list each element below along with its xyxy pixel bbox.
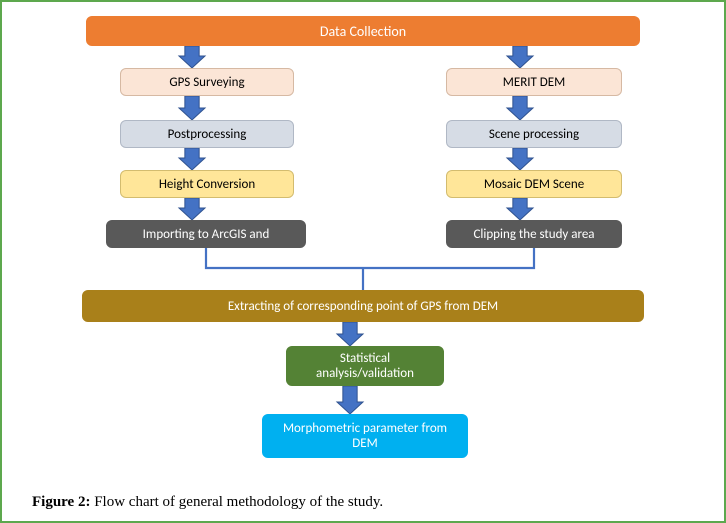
arrow-down-3 bbox=[507, 96, 533, 120]
flow-node-n0: Data Collection bbox=[86, 16, 640, 46]
flow-node-n8: Clipping the study area bbox=[446, 220, 622, 248]
flow-node-n11: Morphometric parameter from DEM bbox=[262, 414, 468, 458]
arrow-down-8 bbox=[337, 322, 363, 346]
flowchart-container: Data Collection GPS Surveying MERIT DEM Pos… bbox=[0, 0, 726, 523]
arrow-down-2 bbox=[179, 96, 205, 120]
flow-node-n2: MERIT DEM bbox=[446, 68, 622, 96]
caption-text: Flow chart of general methodology of the… bbox=[90, 494, 383, 510]
flow-node-n10: Statistical analysis/validation bbox=[286, 346, 444, 386]
flow-node-n9: Extracting of corresponding point of GPS… bbox=[82, 290, 644, 322]
flow-node-n6: Mosaic DEM Scene bbox=[446, 170, 622, 198]
arrow-down-0 bbox=[179, 46, 205, 68]
arrow-down-4 bbox=[179, 148, 205, 170]
flow-node-n1: GPS Surveying bbox=[120, 68, 294, 96]
arrow-down-9 bbox=[337, 386, 363, 414]
flow-node-n3: Postprocessing bbox=[120, 120, 294, 148]
flow-node-n5: Height Conversion bbox=[120, 170, 294, 198]
flow-node-n4: Scene processing bbox=[446, 120, 622, 148]
caption-bold: Figure 2: bbox=[32, 494, 90, 510]
arrow-down-1 bbox=[507, 46, 533, 68]
arrow-down-5 bbox=[507, 148, 533, 170]
flow-node-n7: Importing to ArcGIS and bbox=[106, 220, 306, 248]
figure-caption: Figure 2: Flow chart of general methodol… bbox=[32, 494, 383, 511]
arrow-down-6 bbox=[179, 198, 205, 220]
arrow-down-7 bbox=[507, 198, 533, 220]
